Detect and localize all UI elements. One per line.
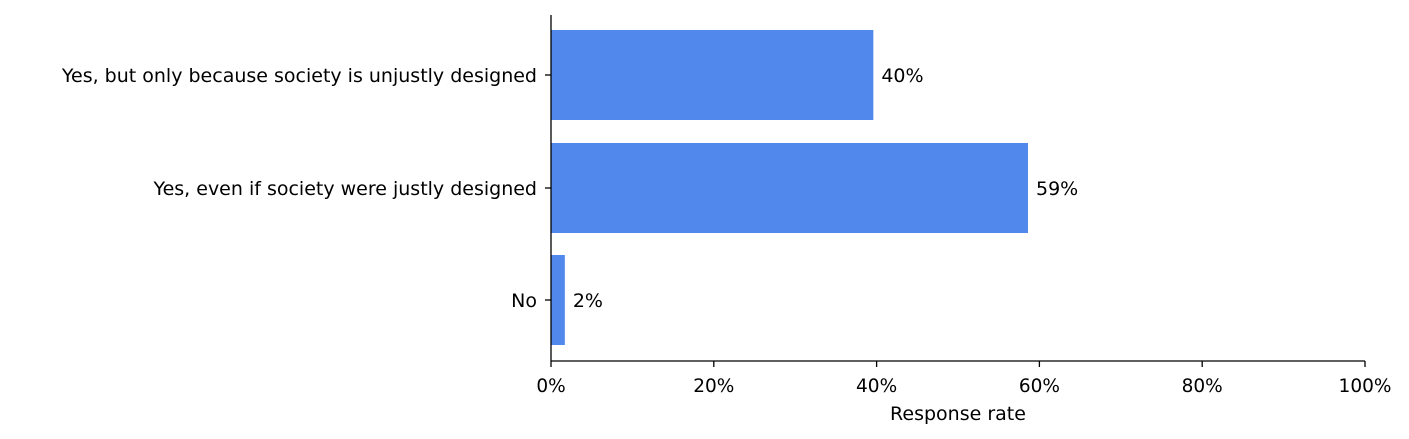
bar — [551, 143, 1029, 233]
value-label: 59% — [1036, 178, 1078, 200]
x-tick-label: 0% — [536, 376, 565, 397]
bar — [551, 30, 874, 120]
x-tick-label: 20% — [693, 376, 734, 397]
value-label: 2% — [573, 290, 603, 312]
category-label: Yes, but only because society is unjustl… — [61, 65, 537, 87]
x-tick-label: 60% — [1019, 376, 1060, 397]
y-axis: Yes, but only because society is unjustl… — [61, 15, 552, 361]
value-labels-group: 40% 59% 2% — [573, 65, 1078, 312]
x-axis: 0% 20% 40% 60% 80% 100% — [536, 360, 1392, 397]
bars-group — [551, 30, 1029, 345]
category-label: No — [511, 290, 537, 312]
bar — [551, 255, 565, 345]
value-label: 40% — [881, 65, 923, 87]
x-axis-label: Response rate — [890, 403, 1026, 425]
x-tick-label: 80% — [1182, 376, 1223, 397]
x-tick-label: 100% — [1339, 376, 1392, 397]
category-label: Yes, even if society were justly designe… — [153, 178, 538, 200]
x-tick-label: 40% — [856, 376, 897, 397]
